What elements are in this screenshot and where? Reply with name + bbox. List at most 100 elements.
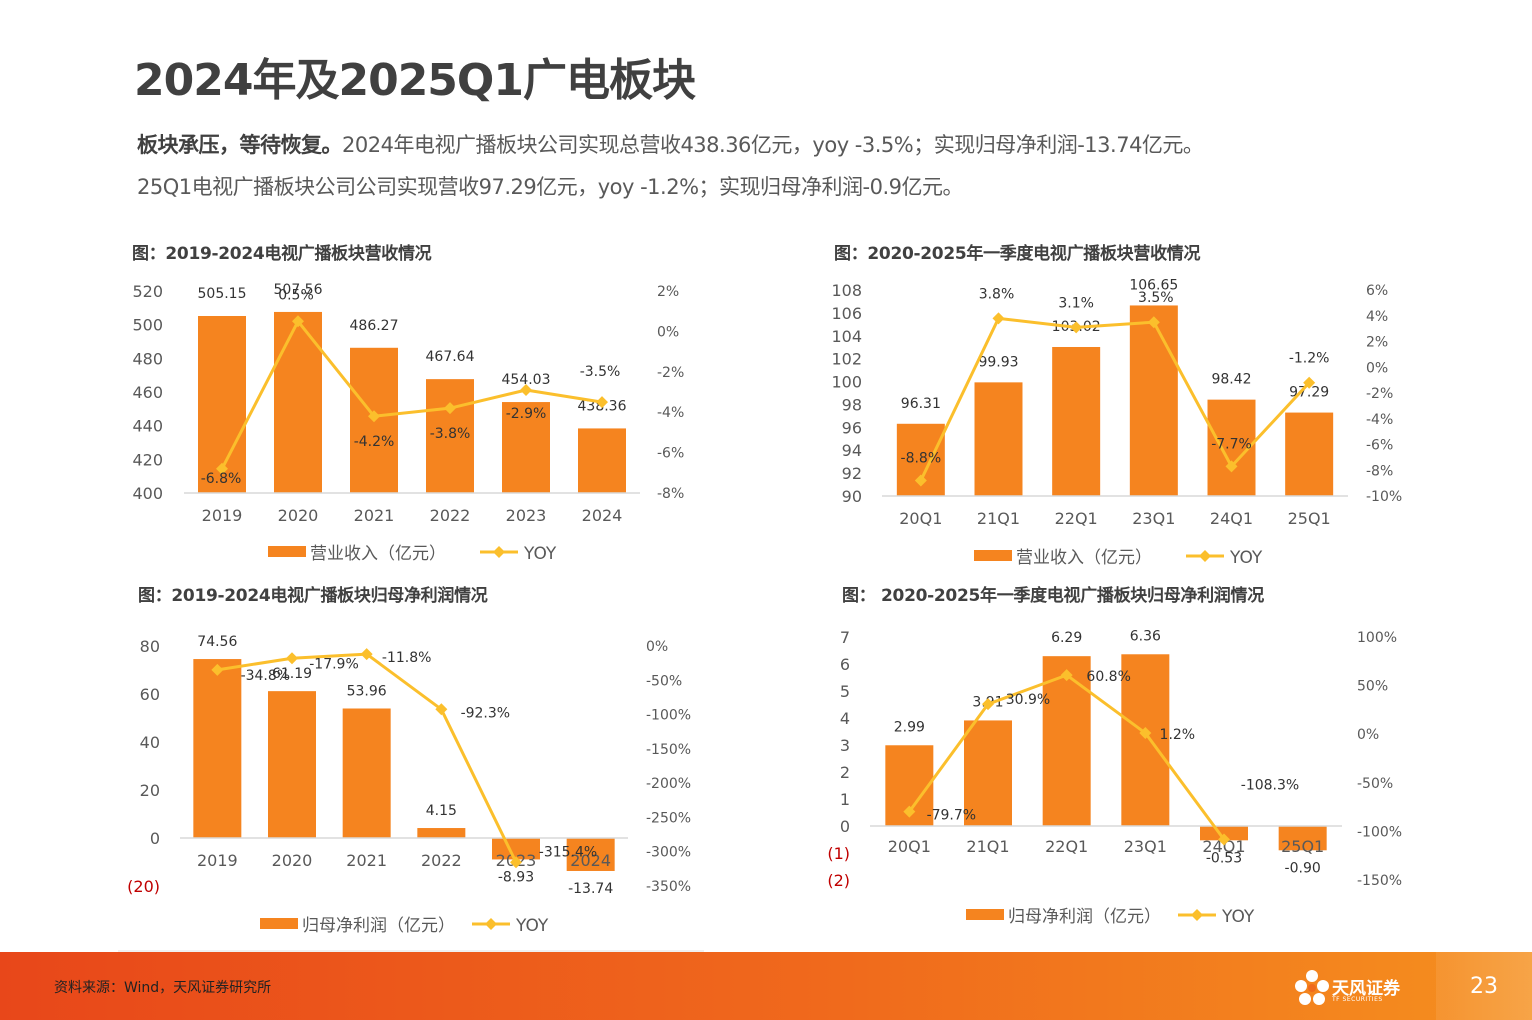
legend-bar-swatch	[966, 909, 1004, 920]
right-axis-tick: -250%	[646, 810, 691, 826]
legend-bar-label: 营业收入（亿元）	[1016, 548, 1152, 568]
logo-text: 天风证券	[1332, 979, 1400, 999]
legend-line-marker	[1191, 909, 1203, 921]
yoy-point-23Q1	[1147, 316, 1160, 329]
right-axis-tick: -50%	[1357, 776, 1393, 792]
left-axis-tick: 108	[831, 281, 862, 300]
bar-value-label: 98.42	[1211, 372, 1251, 388]
left-axis-tick: 102	[831, 350, 862, 369]
yoy-label: 0.5%	[278, 287, 314, 303]
yoy-point-23Q1	[1139, 727, 1152, 740]
yoy-point-2023	[520, 383, 532, 396]
yoy-point-2019	[216, 462, 228, 475]
left-axis-tick: 480	[132, 349, 163, 368]
bar-25Q1	[1278, 826, 1327, 851]
legend-line-label: YOY	[1229, 548, 1263, 568]
bar-value-label: 97.29	[1289, 385, 1329, 401]
bar-24Q1	[1200, 826, 1248, 841]
yoy-label: -1.2%	[1289, 351, 1330, 367]
yoy-label: 3.1%	[1058, 295, 1094, 311]
caption-revenue-q1: 图：2020-2025年一季度电视广播板块营收情况	[834, 244, 1201, 264]
bar-value-label: -8.93	[498, 869, 534, 885]
bar-2024	[566, 838, 615, 871]
right-axis-tick: 50%	[1357, 679, 1388, 695]
right-axis-tick: -50%	[646, 673, 682, 689]
source-note: 资料来源：Wind，天风证券研究所	[54, 980, 272, 996]
yoy-point-2022	[444, 402, 456, 415]
left-axis-tick: 98	[842, 395, 862, 414]
category-label: 20Q1	[899, 509, 942, 528]
category-label: 24Q1	[1210, 509, 1253, 528]
right-axis-tick: 0%	[646, 639, 668, 655]
yoy-label: -3.5%	[580, 364, 621, 380]
right-axis-tick: -4%	[1366, 412, 1393, 428]
bar-value-label: 61.19	[272, 666, 312, 682]
bar-2024	[578, 428, 626, 493]
legend-bar-label: 归母净利润（亿元）	[302, 916, 455, 936]
left-axis-tick: 40	[140, 733, 160, 752]
bar-value-label: 2.99	[894, 719, 925, 735]
bar-value-label: 106.65	[1129, 277, 1178, 293]
yoy-label: -8.8%	[901, 451, 942, 467]
category-label: 20Q1	[888, 837, 931, 856]
category-label: 2024	[582, 506, 623, 525]
left-axis-tick: 6	[840, 655, 850, 674]
legend-bar-swatch	[974, 550, 1012, 561]
yoy-label: 30.9%	[1006, 692, 1050, 708]
yoy-point-2020	[286, 652, 298, 665]
category-label: 2020	[278, 506, 319, 525]
left-axis-tick: 2	[840, 763, 850, 782]
left-axis-tick: 460	[132, 383, 163, 402]
right-axis-tick: -2%	[657, 365, 684, 381]
category-label: 2019	[202, 506, 243, 525]
page-title: 2024年及2025Q1广电板块	[134, 55, 696, 106]
yoy-point-24Q1	[1225, 460, 1238, 473]
yoy-label: 3.5%	[1138, 290, 1174, 306]
yoy-point-2021	[368, 410, 380, 423]
bar-value-label: 467.64	[426, 349, 475, 365]
legend-bar-label: 营业收入（亿元）	[310, 544, 446, 564]
category-label: 23Q1	[1132, 509, 1175, 528]
caption-profit-q1: 图： 2020-2025年一季度电视广播板块归母净利润情况	[842, 586, 1264, 606]
flower-logo-icon	[1295, 970, 1329, 1005]
yoy-point-20Q1	[914, 474, 927, 487]
right-axis-tick: 2%	[657, 284, 679, 300]
yoy-point-22Q1	[1060, 669, 1073, 682]
left-axis-tick: 7	[840, 628, 850, 647]
category-label: 2022	[421, 851, 462, 870]
left-axis-tick: 106	[831, 304, 862, 323]
left-axis-tick: 0	[150, 829, 160, 848]
category-label: 25Q1	[1281, 837, 1324, 856]
yoy-label: -108.3%	[1241, 777, 1299, 793]
yoy-label: -7.7%	[1211, 436, 1252, 452]
bar-22Q1	[1052, 346, 1101, 496]
legend-bar-label: 归母净利润（亿元）	[1008, 907, 1161, 927]
yoy-label: -3.8%	[430, 426, 471, 442]
yoy-point-2021	[360, 648, 373, 661]
bar-value-label: 96.31	[901, 396, 941, 412]
summary-line-2: 25Q1电视广播板块公司公司实现营收97.29亿元，yoy -1.2%；实现归母…	[137, 175, 964, 199]
left-axis-tick: 4	[840, 709, 850, 728]
yoy-label: 1.2%	[1160, 727, 1196, 743]
category-label: 2021	[354, 506, 395, 525]
yoy-point-24Q1	[1218, 833, 1230, 846]
left-axis-tick: 5	[840, 682, 850, 701]
left-axis-tick: 400	[132, 484, 163, 503]
bar-value-label: 6.29	[1051, 630, 1082, 646]
bar-value-label: -0.53	[1206, 850, 1242, 866]
yoy-point-22Q1	[1070, 321, 1083, 334]
caption-profit-annual: 图：2019-2024电视广播板块归母净利润情况	[138, 586, 488, 606]
bar-value-label: 505.15	[198, 286, 247, 302]
right-axis-tick: 0%	[1357, 727, 1379, 743]
left-axis-tick: (2)	[827, 871, 850, 890]
right-axis-tick: -100%	[1357, 824, 1402, 840]
category-label: 21Q1	[977, 509, 1020, 528]
left-axis-tick: 104	[831, 327, 862, 346]
bar-value-label: 6.36	[1130, 628, 1161, 644]
footer-divider	[118, 950, 704, 952]
yoy-label: -79.7%	[927, 808, 977, 824]
category-label: 24Q1	[1202, 837, 1245, 856]
yoy-point-2020	[292, 315, 304, 328]
bar-value-label: 507.56	[274, 282, 323, 298]
left-axis-tick: (1)	[827, 844, 850, 863]
